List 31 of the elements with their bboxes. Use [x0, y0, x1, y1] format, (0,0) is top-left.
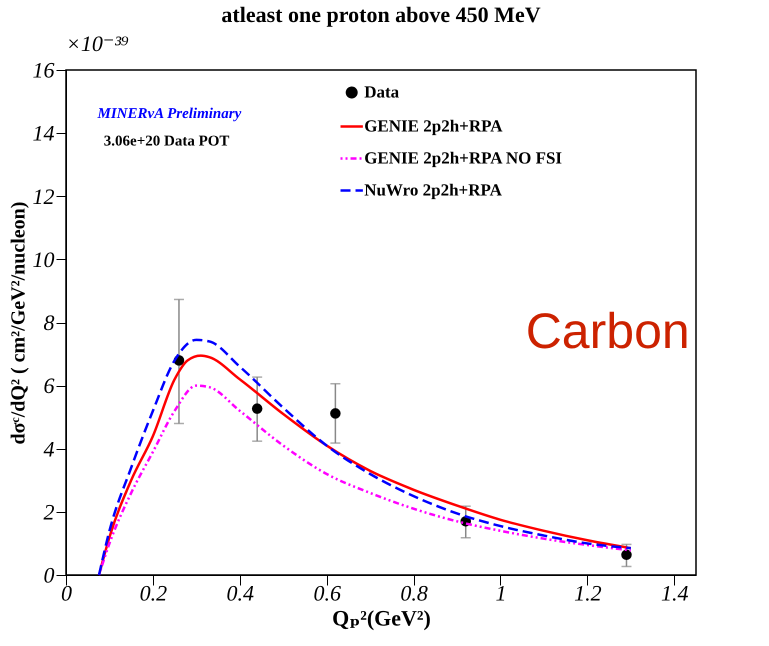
x-tick-label: 0.4 — [226, 580, 254, 606]
y-tick-label: 12 — [32, 184, 54, 209]
annotation: Carbon — [526, 302, 690, 359]
y-tick-label: 10 — [32, 246, 54, 272]
text: ×10⁻³⁹ — [66, 31, 130, 56]
y-tick-label: 2 — [44, 499, 54, 524]
annotation: 3.06e+20 Data POT — [104, 134, 230, 150]
y-tick-label: 8 — [44, 310, 54, 335]
x-tick-label: 0.6 — [313, 580, 341, 606]
point — [330, 408, 341, 419]
legend-label: NuWro 2p2h+RPA — [364, 180, 503, 200]
x-tick-label: 0.8 — [400, 580, 428, 606]
point — [252, 403, 262, 414]
x-tick-label: 1 — [495, 580, 506, 606]
y-tick-label: 6 — [44, 373, 54, 398]
legend-label: GENIE 2p2h+RPA — [364, 116, 504, 136]
annotation: MINERvA Preliminary — [96, 106, 242, 122]
point — [621, 550, 632, 560]
x-tick-label: 1.2 — [574, 580, 602, 606]
x-axis-title: Qₚ²(GeV²) — [332, 606, 431, 630]
legend-label: GENIE 2p2h+RPA NO FSI — [364, 148, 562, 168]
x-tick-label: 0.2 — [140, 580, 168, 606]
x-tick-label: 0 — [61, 580, 72, 606]
x-tick-label: 1.4 — [661, 580, 689, 606]
chart-title: atleast one proton above 450 MeV — [221, 2, 541, 27]
legend-label: Data — [364, 82, 400, 102]
y-tick-label: 16 — [32, 58, 54, 82]
y-tick-label: 0 — [44, 562, 54, 588]
y-tick-label: 4 — [44, 436, 54, 462]
y-tick-label: 14 — [32, 120, 54, 146]
y-axis-title: dσᶜ/dQ² ( cm²/GeV²/nucleon) — [8, 202, 30, 444]
